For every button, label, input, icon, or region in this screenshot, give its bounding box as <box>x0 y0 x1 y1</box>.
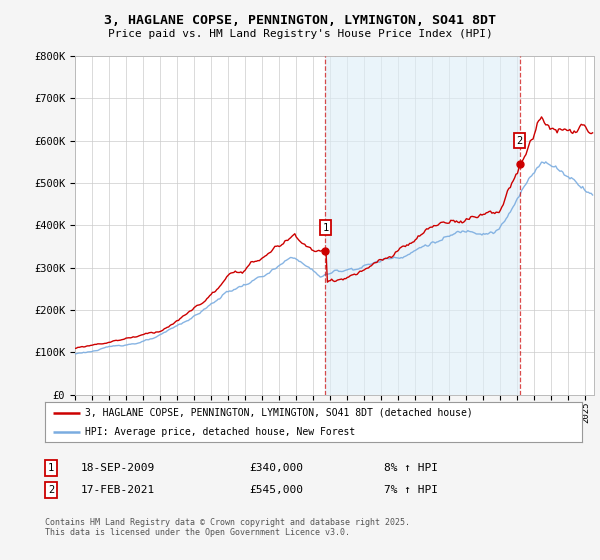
Text: 17-FEB-2021: 17-FEB-2021 <box>81 485 155 495</box>
Text: 18-SEP-2009: 18-SEP-2009 <box>81 463 155 473</box>
Text: 2: 2 <box>48 485 54 495</box>
Text: HPI: Average price, detached house, New Forest: HPI: Average price, detached house, New … <box>85 427 356 436</box>
Text: 3, HAGLANE COPSE, PENNINGTON, LYMINGTON, SO41 8DT: 3, HAGLANE COPSE, PENNINGTON, LYMINGTON,… <box>104 14 496 27</box>
Text: £340,000: £340,000 <box>249 463 303 473</box>
Text: Price paid vs. HM Land Registry's House Price Index (HPI): Price paid vs. HM Land Registry's House … <box>107 29 493 39</box>
Text: 2: 2 <box>517 136 523 146</box>
Text: 1: 1 <box>322 222 329 232</box>
Text: 7% ↑ HPI: 7% ↑ HPI <box>384 485 438 495</box>
Text: 1: 1 <box>48 463 54 473</box>
Text: 3, HAGLANE COPSE, PENNINGTON, LYMINGTON, SO41 8DT (detached house): 3, HAGLANE COPSE, PENNINGTON, LYMINGTON,… <box>85 408 473 418</box>
Bar <box>325 56 520 395</box>
Text: Contains HM Land Registry data © Crown copyright and database right 2025.
This d: Contains HM Land Registry data © Crown c… <box>45 518 410 538</box>
Text: £545,000: £545,000 <box>249 485 303 495</box>
Text: 8% ↑ HPI: 8% ↑ HPI <box>384 463 438 473</box>
